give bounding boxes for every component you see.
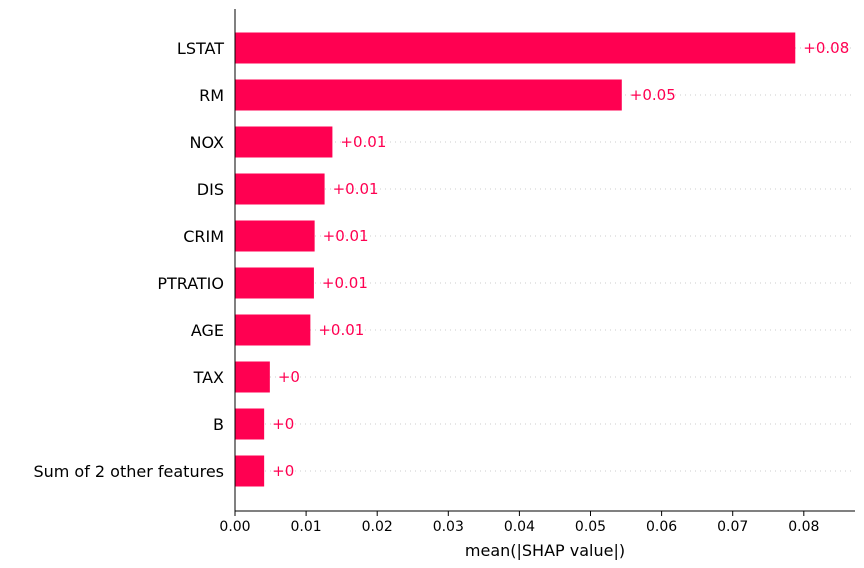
x-tick-label: 0.08 xyxy=(788,519,819,535)
data-label: +0.01 xyxy=(322,274,368,292)
category-label: TAX xyxy=(193,368,224,387)
x-tick-label: 0.02 xyxy=(362,519,393,535)
category-label: CRIM xyxy=(183,227,224,246)
data-label: +0.01 xyxy=(318,321,364,339)
category-label: DIS xyxy=(197,180,224,199)
category-label: PTRATIO xyxy=(157,274,224,293)
x-axis-title: mean(|SHAP value|) xyxy=(465,541,625,560)
bar-3 xyxy=(235,173,325,205)
x-tick-label: 0.06 xyxy=(646,519,677,535)
category-label: LSTAT xyxy=(177,39,224,58)
data-label: +0.01 xyxy=(340,133,386,151)
data-label: +0 xyxy=(272,462,294,480)
data-label: +0 xyxy=(272,415,294,433)
data-label: +0.01 xyxy=(333,180,379,198)
bar-4 xyxy=(235,220,315,252)
bar-6 xyxy=(235,314,311,346)
data-label: +0.05 xyxy=(630,86,676,104)
bar-0 xyxy=(235,32,796,64)
x-tick-label: 0.01 xyxy=(291,519,322,535)
bar-5 xyxy=(235,267,314,299)
grid-lines xyxy=(235,47,855,472)
x-ticks: 0.00 0.01 0.02 0.03 0.04 0.05 0.06 0.07 0.08 xyxy=(219,511,819,535)
bar-2 xyxy=(235,126,333,158)
category-label: B xyxy=(213,415,224,434)
axes xyxy=(234,9,855,512)
bar-1 xyxy=(235,79,622,111)
category-label: NOX xyxy=(190,133,225,152)
category-label: AGE xyxy=(191,321,224,340)
bar-9 xyxy=(235,455,265,487)
x-tick-label: 0.04 xyxy=(504,519,535,535)
category-label: Sum of 2 other features xyxy=(33,462,224,481)
category-label: RM xyxy=(199,86,224,105)
x-tick-label: 0.03 xyxy=(433,519,464,535)
data-label: +0.01 xyxy=(323,227,369,245)
data-label: +0.08 xyxy=(803,39,849,57)
category-labels: LSTAT RM NOX DIS CRIM PTRATIO AGE TAX B Sum of 2 … xyxy=(33,39,224,481)
bar-7 xyxy=(235,361,270,393)
x-tick-label: 0.05 xyxy=(575,519,606,535)
data-labels: +0.08 +0.05 +0.01 +0.01 +0.01 +0.01 +0.01 +0 +0 +… xyxy=(272,39,849,480)
x-tick-label: 0.00 xyxy=(219,519,250,535)
data-label: +0 xyxy=(278,368,300,386)
x-tick-label: 0.07 xyxy=(717,519,748,535)
bar-8 xyxy=(235,408,265,440)
bars xyxy=(235,32,796,487)
